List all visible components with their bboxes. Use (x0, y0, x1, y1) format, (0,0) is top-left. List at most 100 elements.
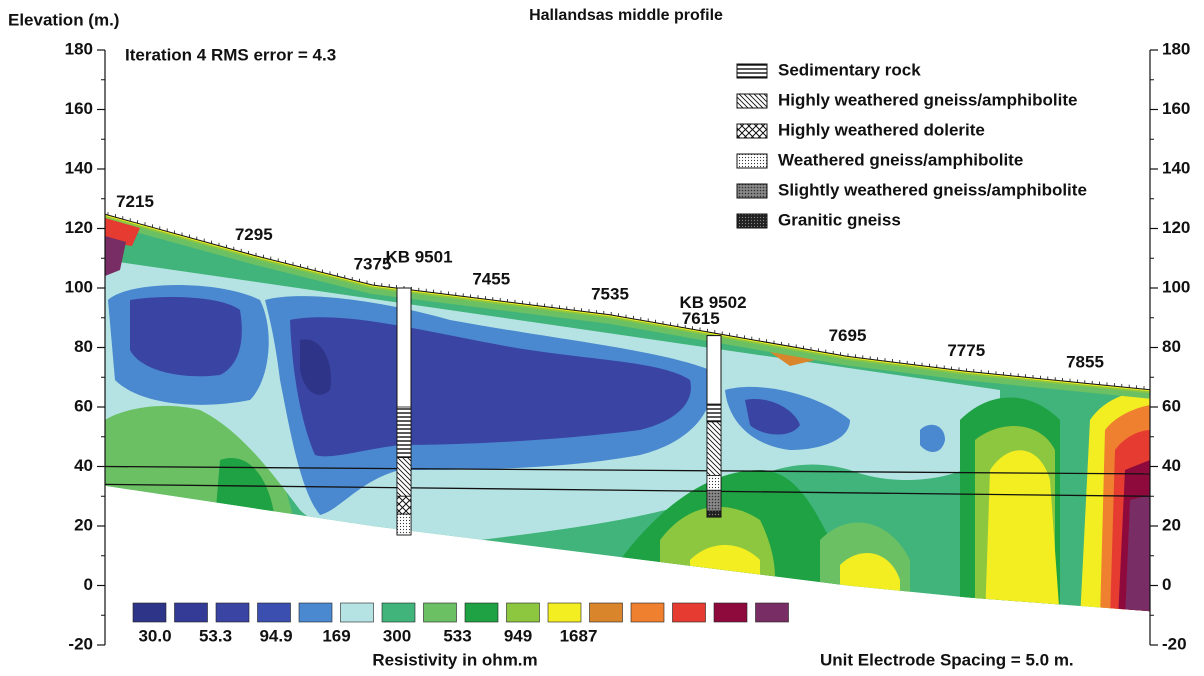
colorbar-swatch (547, 602, 582, 623)
annotation: Iteration 4 RMS error = 4.3 (125, 45, 336, 64)
legend-label: Sedimentary rock (778, 60, 921, 79)
station-label: 7535 (591, 284, 629, 303)
colorbar-tick-label: 94.9 (259, 626, 292, 645)
y2-tick-label: -20 (1162, 634, 1187, 653)
y-axis-label: Elevation (m.) (8, 10, 119, 29)
y2-tick-label: 60 (1162, 396, 1181, 415)
contour-band (985, 450, 1060, 612)
colorbar-swatch (464, 602, 499, 623)
colorbar-swatch (257, 602, 291, 623)
borehole-interval (706, 403, 722, 423)
station-label: 7775 (947, 341, 985, 360)
y2-tick-label: 40 (1162, 456, 1181, 475)
y-tick-label: -20 (68, 634, 93, 653)
colorbar-tick-label: 949 (504, 626, 532, 645)
contour-band (215, 458, 275, 520)
y-tick-label: 160 (65, 99, 93, 118)
colorbar-swatch (589, 602, 623, 623)
y2-tick-label: 120 (1162, 218, 1190, 237)
legend-swatch (736, 183, 768, 199)
legend-swatch (736, 213, 768, 229)
borehole-name: KB 9501 (385, 247, 452, 266)
station-label: 7215 (116, 192, 154, 211)
y-tick-label: 60 (74, 396, 93, 415)
y-tick-label: 100 (65, 277, 93, 296)
colorbar-tick-label: 1687 (560, 626, 598, 645)
legend-swatch (736, 93, 768, 109)
station-label: 7375 (354, 255, 392, 274)
colorbar-tick-label: 169 (322, 626, 350, 645)
y-tick-label: 0 (84, 575, 93, 594)
y2-tick-label: 100 (1162, 277, 1190, 296)
surface-line (134, 222, 1086, 384)
contour-band (1125, 495, 1150, 612)
y2-tick-label: 140 (1162, 158, 1190, 177)
contour-band (130, 297, 242, 377)
colorbar-swatch (132, 602, 167, 623)
reference-line (104, 465, 1151, 475)
colorbar-swatch (174, 602, 208, 623)
borehole-interval (706, 421, 722, 476)
colorbar-swatch (298, 602, 333, 623)
legend-label: Highly weathered dolerite (778, 120, 985, 139)
y-tick-label: 40 (74, 456, 93, 475)
colorbar-label: Resistivity in ohm.m (372, 650, 537, 669)
y2-tick-label: 20 (1162, 515, 1181, 534)
y2-tick-label: 80 (1162, 337, 1181, 356)
contour-band (860, 590, 886, 606)
colorbar-swatch (215, 602, 250, 623)
legend-swatch (736, 123, 768, 139)
colorbar-tick-label: 533 (443, 626, 471, 645)
colorbar-swatch (506, 602, 540, 623)
borehole-interval (396, 495, 412, 515)
legend-label: Slightly weathered gneiss/amphibolite (778, 180, 1087, 199)
footnote: Unit Electrode Spacing = 5.0 m. (820, 650, 1074, 669)
borehole-interval (706, 475, 722, 491)
colorbar-swatch (630, 602, 665, 623)
y-tick-label: 140 (65, 158, 93, 177)
station-label: 7615 (682, 309, 720, 328)
colorbar-swatch (713, 602, 748, 623)
y-tick-label: 180 (65, 39, 93, 58)
contour-band (300, 339, 331, 395)
legend-swatch (736, 63, 768, 79)
contour-band (105, 236, 126, 276)
reference-line (104, 483, 1151, 497)
colorbar-swatch (672, 602, 706, 623)
borehole-interval (396, 457, 412, 497)
overlay: 7215 7295 7375 7455 7535 7615 7695 7775 7855 KB 9… (65, 39, 1191, 653)
legend-swatch (736, 153, 768, 169)
colorbar-swatch (340, 602, 374, 623)
legend-label: Granitic gneiss (778, 210, 901, 229)
legend-label: Weathered gneiss/amphibolite (778, 150, 1023, 169)
station-label: 7455 (472, 269, 510, 288)
borehole-name: KB 9502 (679, 293, 746, 312)
station-label: 7855 (1066, 353, 1104, 372)
station-label: 7295 (235, 225, 273, 244)
borehole-interval (706, 489, 722, 512)
y2-tick-label: 0 (1162, 575, 1171, 594)
legend-label: Highly weathered gneiss/amphibolite (778, 90, 1077, 109)
colorbar-swatch (381, 602, 416, 623)
colorbar-tick-label: 30.0 (138, 626, 171, 645)
borehole-interval (396, 513, 412, 536)
borehole-interval (396, 406, 412, 458)
colorbar-tick-label: 53.3 (199, 626, 232, 645)
borehole-interval (706, 510, 722, 518)
colorbar-swatch (755, 602, 789, 623)
contour-band (920, 424, 945, 452)
y-tick-label: 20 (74, 515, 93, 534)
colorbar-swatch (423, 602, 457, 623)
resistivity-section (105, 214, 1150, 612)
y2-tick-label: 160 (1162, 99, 1190, 118)
contour-band (745, 399, 800, 435)
y-tick-label: 120 (65, 218, 93, 237)
contour-band (290, 317, 691, 457)
y2-tick-label: 180 (1162, 39, 1190, 58)
station-label: 7695 (829, 326, 867, 345)
chart-title: Hallandsas middle profile (529, 7, 723, 24)
colorbar-tick-label: 300 (383, 626, 411, 645)
y-tick-label: 80 (74, 337, 93, 356)
